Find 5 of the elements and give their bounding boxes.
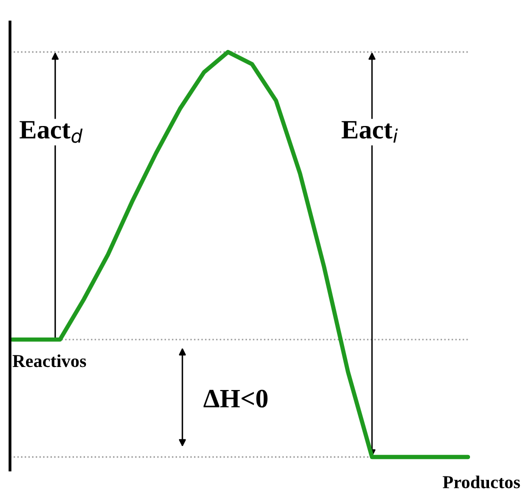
annotation: Reactivos xyxy=(12,354,86,368)
annotation: ΔH<0 xyxy=(204,390,268,408)
annotation: Eact$_{i}$ xyxy=(342,121,398,143)
text: Productos xyxy=(442,476,520,488)
annotation: Eact$_{d}$ xyxy=(20,121,83,143)
